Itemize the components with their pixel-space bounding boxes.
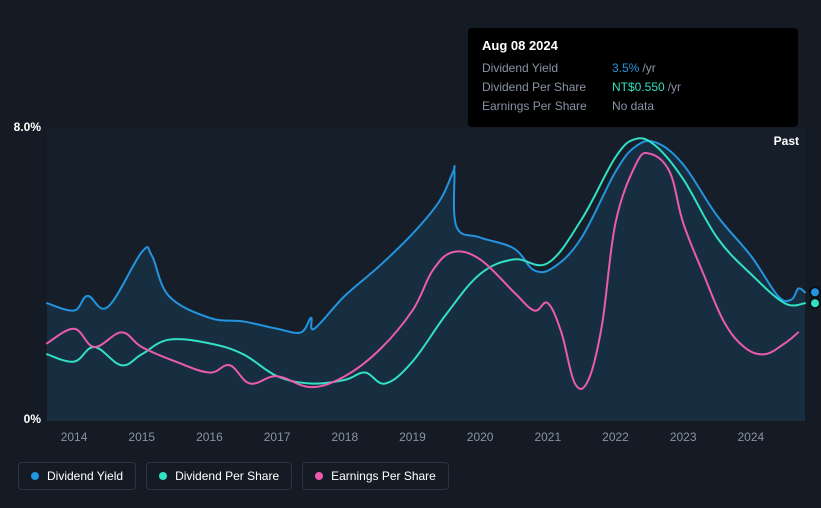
tooltip-label: Earnings Per Share (482, 97, 612, 116)
tooltip-row: Dividend Yield3.5%/yr (482, 59, 784, 78)
x-axis-tick: 2016 (196, 430, 223, 444)
chart-tooltip: Aug 08 2024 Dividend Yield3.5%/yrDividen… (468, 28, 798, 127)
tooltip-row: Dividend Per ShareNT$0.550/yr (482, 78, 784, 97)
x-axis-tick: 2022 (602, 430, 629, 444)
dividend-chart: 0% 8.0% 2014 2015 2016 2017 2018 2019 2020 2021 2… (0, 0, 821, 508)
y-axis-tick: 0% (24, 412, 41, 426)
x-axis-tick: 2021 (534, 430, 561, 444)
legend-item[interactable]: Earnings Per Share (302, 462, 449, 490)
legend-label: Dividend Yield (47, 469, 123, 483)
legend-dot-icon (315, 472, 323, 480)
tooltip-unit: /yr (642, 59, 655, 78)
legend-label: Earnings Per Share (331, 469, 436, 483)
tooltip-unit: /yr (668, 78, 681, 97)
tooltip-label: Dividend Per Share (482, 78, 612, 97)
x-axis-tick: 2024 (737, 430, 764, 444)
past-label: Past (774, 134, 799, 148)
legend-label: Dividend Per Share (175, 469, 279, 483)
x-axis-tick: 2015 (128, 430, 155, 444)
x-axis-tick: 2018 (331, 430, 358, 444)
x-axis-tick: 2014 (61, 430, 88, 444)
tooltip-row: Earnings Per ShareNo data (482, 97, 784, 116)
chart-legend: Dividend Yield Dividend Per Share Earnings… (18, 462, 449, 490)
legend-dot-icon (159, 472, 167, 480)
legend-item[interactable]: Dividend Yield (18, 462, 136, 490)
legend-dot-icon (31, 472, 39, 480)
x-axis-tick: 2017 (264, 430, 291, 444)
tooltip-value: No data (612, 97, 654, 116)
legend-item[interactable]: Dividend Per Share (146, 462, 292, 490)
tooltip-date: Aug 08 2024 (482, 38, 784, 53)
tooltip-value: NT$0.550 (612, 78, 665, 97)
x-axis-tick: 2023 (670, 430, 697, 444)
tooltip-value: 3.5% (612, 59, 639, 78)
x-axis-tick: 2020 (467, 430, 494, 444)
y-axis-tick: 8.0% (14, 120, 41, 134)
tooltip-label: Dividend Yield (482, 59, 612, 78)
x-axis-tick: 2019 (399, 430, 426, 444)
